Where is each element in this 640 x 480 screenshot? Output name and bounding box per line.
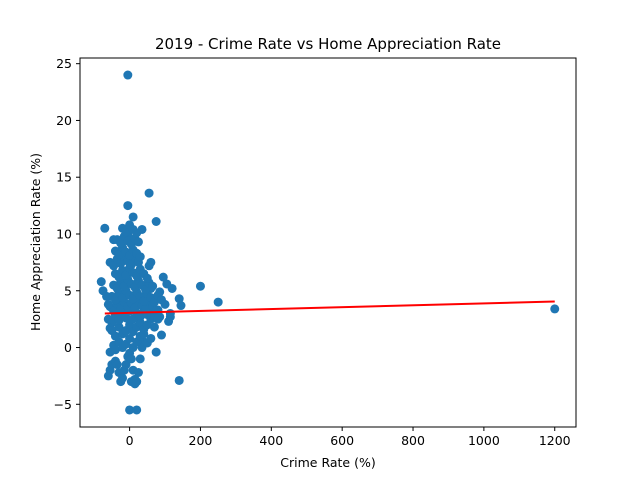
data-point — [151, 216, 161, 226]
data-point — [128, 294, 138, 304]
data-point — [109, 261, 119, 271]
x-tick-label: 600 — [330, 433, 354, 448]
data-point — [116, 259, 126, 269]
x-tick-label: 200 — [189, 433, 213, 448]
data-point — [121, 227, 131, 237]
plot-frame — [79, 57, 577, 428]
chart-title: 2019 - Crime Rate vs Home Appreciation R… — [155, 35, 501, 53]
data-point — [132, 271, 142, 281]
data-point — [141, 304, 151, 314]
data-point — [121, 313, 131, 323]
data-point — [112, 283, 122, 293]
x-tick-label: 0 — [126, 433, 134, 448]
data-point — [148, 281, 158, 291]
data-point — [114, 322, 124, 332]
data-point — [114, 315, 124, 325]
y-axis: −5 0 5 10 15 20 25 — [54, 56, 80, 412]
x-tick-label: 1000 — [468, 433, 500, 448]
data-point — [118, 293, 128, 303]
y-tick-label: 0 — [64, 340, 72, 355]
data-point — [107, 325, 117, 335]
data-point — [153, 314, 163, 324]
data-point — [132, 377, 142, 387]
data-point — [165, 308, 175, 318]
data-point — [121, 270, 131, 280]
data-point — [126, 354, 136, 364]
data-point — [114, 272, 124, 282]
y-tick-label: 5 — [64, 283, 72, 298]
x-tick-label: 800 — [401, 433, 425, 448]
data-point — [144, 261, 154, 271]
data-point — [102, 291, 112, 301]
data-point — [125, 405, 135, 415]
x-tick-label: 400 — [259, 433, 283, 448]
data-point — [116, 238, 126, 248]
data-point — [141, 285, 151, 295]
data-point — [176, 301, 186, 311]
data-point — [118, 373, 128, 383]
data-point — [130, 282, 140, 292]
data-point — [110, 295, 120, 305]
data-point — [132, 405, 142, 415]
y-axis-label: Home Appreciation Rate (%) — [28, 153, 43, 331]
y-tick-label: 10 — [56, 226, 72, 241]
data-point — [121, 360, 131, 370]
data-point — [144, 188, 154, 198]
y-tick-label: 25 — [56, 56, 72, 71]
y-tick-label: 20 — [56, 113, 72, 128]
x-axis-label: Crime Rate (%) — [280, 455, 375, 470]
data-point — [151, 347, 161, 357]
data-point — [126, 260, 136, 270]
data-point — [135, 252, 145, 262]
data-point — [130, 303, 140, 313]
data-point — [156, 330, 166, 340]
data-point — [135, 312, 145, 322]
x-axis: 0 200 400 600 800 1000 1200 — [126, 427, 571, 448]
data-point — [149, 322, 159, 332]
data-point — [550, 304, 560, 314]
data-point — [213, 297, 223, 307]
data-point — [195, 281, 205, 291]
data-point — [110, 345, 120, 355]
x-tick-label: 1200 — [539, 433, 571, 448]
data-point — [116, 304, 126, 314]
data-point — [123, 70, 133, 80]
y-tick-label: 15 — [56, 170, 72, 185]
data-point — [167, 283, 177, 293]
data-point — [146, 333, 156, 343]
data-point — [164, 316, 174, 326]
data-point — [114, 249, 124, 259]
data-point — [132, 228, 142, 238]
data-point — [174, 294, 184, 304]
data-point — [100, 223, 110, 233]
data-point — [112, 360, 122, 370]
data-point — [149, 297, 159, 307]
data-point — [103, 299, 113, 309]
data-point — [160, 299, 170, 309]
data-point — [119, 281, 129, 291]
data-point — [142, 273, 152, 283]
data-point — [96, 277, 106, 287]
data-point — [125, 333, 135, 343]
data-point — [135, 354, 145, 364]
plot-area — [96, 70, 560, 415]
regression-line — [104, 300, 555, 315]
data-point — [133, 237, 143, 247]
data-point — [174, 375, 184, 385]
data-point — [133, 368, 143, 378]
data-point — [128, 212, 138, 222]
data-point — [123, 201, 133, 211]
data-point — [139, 296, 149, 306]
y-tick-label: −5 — [54, 397, 72, 412]
data-point — [158, 272, 168, 282]
